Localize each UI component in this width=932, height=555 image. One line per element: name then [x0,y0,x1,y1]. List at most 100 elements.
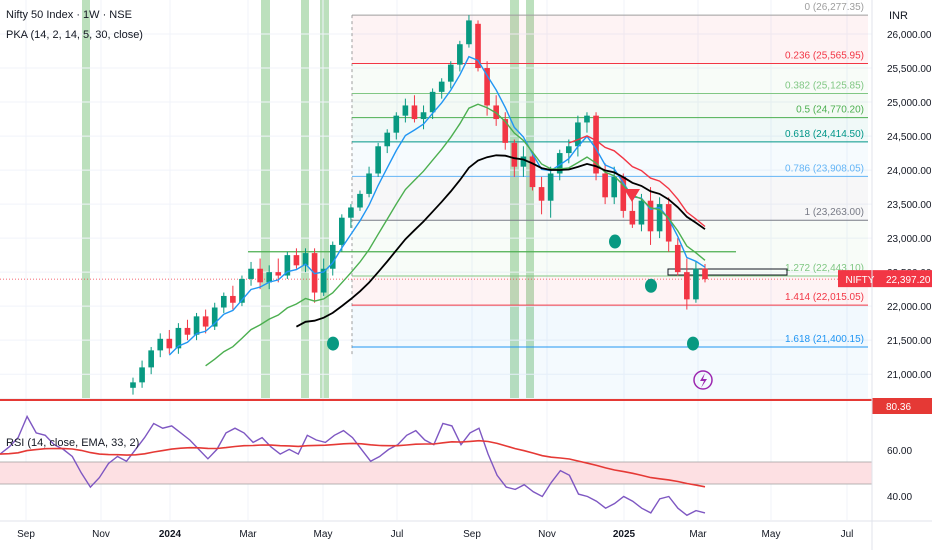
candle-body-33 [429,91,436,113]
ema-mid-line [205,103,706,367]
symbol-tag [838,270,882,288]
candle-body-10 [220,295,227,308]
candle-body-30 [402,105,409,116]
candle-body-46 [547,173,554,201]
price-tick-4: 24,000.00 [887,166,932,177]
candle-body-57 [647,200,654,232]
candle-body-23 [339,217,345,245]
time-tick-10: May [762,529,781,540]
highlight-band-0 [82,0,90,398]
candle-body-18 [293,255,300,266]
time-tick-0: Sep [17,529,35,540]
candle-body-58 [656,204,663,232]
candle-body-51 [593,115,599,174]
candle-body-27 [375,146,381,174]
fib-label-6: 1 (23,263.00) [805,207,865,218]
time-tick-4: May [314,529,333,540]
fib-zone-6 [352,220,868,277]
candle-body-7 [193,316,200,335]
candle-body-39 [484,68,490,106]
candle-body-34 [438,81,445,92]
candle-body-24 [348,207,354,218]
ema-slow-line [295,154,706,328]
candle-body-6 [184,327,191,335]
candle-body-14 [257,268,263,283]
candle-body-4 [166,338,173,349]
highlight-band-5 [526,0,534,398]
candle-body-43 [520,156,527,167]
candle-body-19 [302,253,309,266]
zone-box [667,268,788,276]
price-tick-9: 21,500.00 [887,336,932,347]
rsi-ema-line [0,439,706,488]
candle-body-2 [148,350,154,368]
candle-body-9 [211,307,218,327]
highlight-band-3 [320,0,329,398]
price-tick-10: 21,000.00 [887,370,932,381]
fib-label-0: 0 (26,277.35) [805,2,865,13]
candle-body-52 [602,173,608,198]
rsi-line [0,414,706,517]
candle-body-3 [157,338,164,351]
fib-label-4: 0.618 (24,414.50) [785,129,864,140]
candle-body-17 [284,255,291,276]
candle-body-53 [611,176,618,198]
signal-dot-1 [609,234,621,249]
price-tick-5: 23,500.00 [887,200,932,211]
candle-body-11 [230,295,236,303]
price-tick-8: 22,000.00 [887,302,932,313]
time-tick-5: Jul [391,529,404,540]
fib-zone-5 [352,176,868,221]
fib-label-5: 0.786 (23,908.05) [785,163,864,174]
candle-body-55 [629,210,636,225]
candle-body-48 [565,146,572,154]
rsi-label[interactable]: RSI (14, close, EMA, 33, 2) [6,437,140,449]
fib-label-7: 1.272 (22,443.10) [785,263,864,274]
time-tick-11: Jul [841,529,854,540]
price-tag-text: 22,397.20 [886,275,931,286]
highlight-band-2 [301,0,309,398]
candle-body-59 [665,204,672,242]
rsi-band [0,462,872,484]
candle-body-32 [420,112,427,120]
candle-body-15 [266,272,273,283]
price-tag [882,270,932,288]
flash-icon-bolt [700,373,707,388]
fib-zone-3 [352,117,868,142]
fib-zone-7 [352,276,868,306]
candle-body-63 [702,268,708,280]
candle-body-16 [275,272,282,276]
candle-body-47 [556,153,563,174]
symbol-tag-text: NIFTY [846,275,875,286]
candle-body-45 [538,187,545,201]
ema-fast-line [168,55,706,356]
currency-label[interactable]: INR [889,10,908,22]
candle-body-12 [239,278,245,303]
chart-title[interactable]: Nifty 50 Index · 1W · NSE [6,9,132,21]
time-tick-2: 2024 [159,529,182,540]
indicator-label[interactable]: PKA (14, 2, 14, 5, 30, close) [6,29,143,41]
fib-label-1: 0.236 (25,565.95) [785,51,864,62]
price-tick-6: 23,000.00 [887,234,932,245]
candle-body-13 [248,268,254,279]
time-tick-3: Mar [239,529,257,540]
candle-body-5 [175,327,182,349]
candle-body-56 [638,200,645,225]
candle-body-26 [366,173,372,194]
rsi-last-tag-text: 80.36 [886,402,911,413]
candle-body-62 [693,268,699,300]
candle-body-0 [130,382,136,388]
fib-label-3: 0.5 (24,770.20) [796,105,864,116]
candle-body-50 [584,115,590,123]
fib-label-9: 1.618 (21,400.15) [785,334,864,345]
highlight-band-1 [261,0,270,398]
price-tick-1: 25,500.00 [887,64,932,75]
fib-label-8: 1.414 (22,015.05) [785,292,864,303]
time-tick-6: Sep [463,529,481,540]
candle-body-42 [511,142,518,167]
rsi-tick-0: 60.00 [887,446,912,457]
candle-body-21 [320,268,327,293]
time-tick-7: Nov [538,529,556,540]
price-tick-3: 24,500.00 [887,132,932,143]
